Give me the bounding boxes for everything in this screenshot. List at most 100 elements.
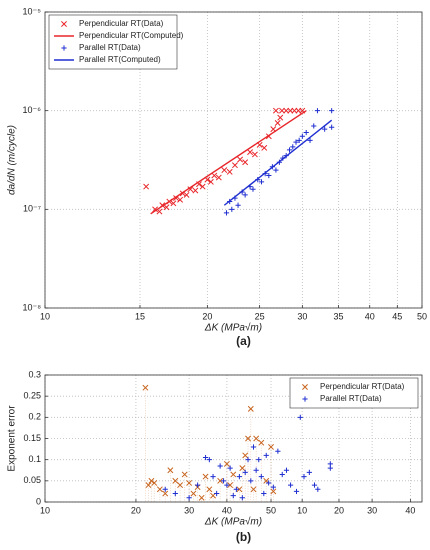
x-tick-label: 30 [367,505,377,515]
x-tick-label: 10 [40,311,50,321]
fit-line [223,119,333,206]
y-tick-label: 0.1 [28,454,41,464]
x-tick-label: 40 [405,505,415,515]
data-point [162,486,168,492]
legend-swatch [302,384,308,390]
data-point [250,186,256,192]
data-point [239,495,245,501]
data-point [163,204,170,211]
panel-label: (a) [236,334,251,348]
data-point [286,147,293,153]
data-point [293,488,300,495]
legend-swatch [61,45,67,51]
data-point [327,465,333,471]
x-tick-label: 40 [222,505,232,515]
data-point [151,479,158,486]
y-tick-label: 10⁻⁷ [23,204,41,214]
data-point [268,444,274,450]
fit-line [150,110,307,215]
data-point [272,107,279,114]
data-point [261,490,267,497]
data-point [258,474,264,480]
data-point [183,191,190,198]
data-point [221,167,228,174]
data-point [220,478,227,484]
x-axis-label: ΔK (MPa√m) [204,322,262,334]
legend-label: Perpendicular RT(Computed) [79,31,184,40]
data-point [270,488,277,495]
panel-label: (b) [236,530,251,544]
legend-label: Perpendicular RT(Data) [320,382,405,391]
legend-label: Perpendicular RT(Data) [79,19,164,28]
data-point [187,186,194,193]
legend-label: Parallel RT(Data) [320,394,382,403]
x-tick-label: 10 [40,505,50,515]
data-point [170,200,177,207]
y-axis-label: Exponent error [7,405,18,472]
data-point [245,457,251,463]
data-point [277,114,284,121]
x-tick-label: 45 [392,311,402,321]
data-point [206,457,212,463]
x-tick-label: 30 [297,311,307,321]
x-tick-label: 35 [333,311,343,321]
data-point [253,435,260,442]
data-point [290,144,296,150]
x-tick-label: 20 [131,505,141,515]
data-point [329,108,335,114]
data-point [266,172,272,179]
data-point [250,486,257,493]
data-point [215,174,222,181]
legend-swatch [302,396,308,402]
x-tick-label: 40 [365,311,375,321]
y-tick-label: 10⁻⁵ [23,6,42,16]
data-point [217,477,224,484]
data-point [186,479,193,486]
data-point [297,414,303,420]
legend-swatch [61,21,67,27]
data-point [261,144,268,151]
data-point [229,206,235,212]
data-point [199,183,206,190]
data-point [258,439,265,446]
data-point [303,129,309,136]
data-point [192,187,199,194]
data-point [237,156,244,163]
x-tick-label: 20 [334,505,344,515]
data-point [148,477,155,484]
data-point [299,133,305,139]
data-point [186,495,192,501]
x-axis-label: ΔK (MPa√m) [204,516,262,528]
y-tick-label: 0.15 [23,433,41,443]
data-point [227,465,233,471]
y-tick-label: 10⁻⁸ [22,302,41,312]
data-point [245,435,251,442]
data-point [142,384,149,391]
data-point [172,477,179,484]
y-tick-label: 0.05 [23,475,41,485]
data-point [217,463,223,469]
legend-box [289,377,419,409]
plot-frame [44,374,423,503]
data-point [279,471,285,478]
data-point [242,452,249,459]
y-tick-label: 0.3 [28,369,41,379]
data-point [181,471,188,478]
data-point [198,494,205,501]
data-point [143,183,150,190]
data-point [296,137,302,143]
data-point [162,490,169,497]
data-point [211,172,218,179]
data-point [202,473,209,480]
data-point [223,460,230,467]
x-tick-label: 20 [202,311,212,321]
data-point [210,474,216,480]
plot-frame [44,11,423,309]
x-tick-label: 50 [266,505,276,515]
data-point [311,123,317,129]
data-point [258,179,265,185]
data-point [266,480,272,486]
data-point [256,457,262,463]
x-tick-label: 10 [297,505,307,515]
